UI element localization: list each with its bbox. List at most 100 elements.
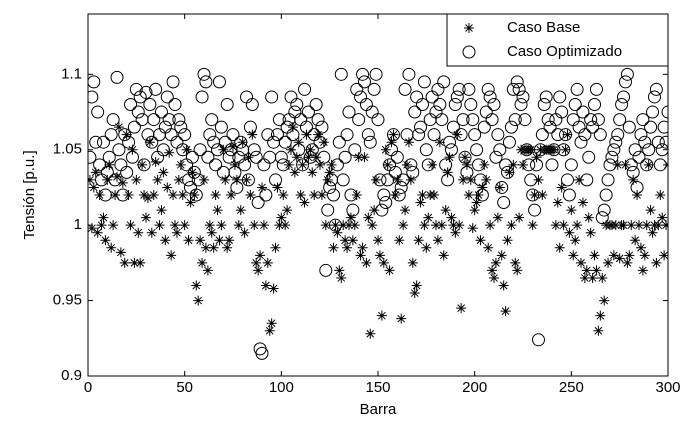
- circle-marker: [661, 105, 668, 119]
- circle-marker: [357, 75, 371, 89]
- asterisk-marker: [168, 190, 179, 200]
- asterisk-marker: [577, 197, 588, 208]
- circle-marker: [485, 113, 499, 127]
- asterisk-marker: [444, 152, 455, 163]
- circle-marker: [435, 113, 449, 127]
- asterisk-marker: [533, 174, 544, 185]
- circle-marker: [203, 128, 217, 142]
- circle-marker: [89, 135, 103, 149]
- asterisk-marker: [291, 152, 302, 163]
- asterisk-marker: [127, 144, 138, 155]
- asterisk-marker: [272, 182, 283, 193]
- asterisk-marker: [483, 242, 494, 253]
- asterisk-marker: [200, 242, 211, 253]
- circle-marker: [578, 128, 592, 142]
- circle-marker: [473, 173, 487, 187]
- asterisk-marker: [158, 167, 169, 178]
- asterisk-marker: [247, 129, 258, 140]
- asterisk-marker: [340, 235, 351, 246]
- circle-marker: [241, 173, 255, 187]
- asterisk-marker: [137, 159, 148, 170]
- asterisk-marker: [119, 257, 130, 268]
- circle-marker: [470, 143, 484, 157]
- legend-label: Caso Base: [507, 19, 580, 36]
- asterisk-marker: [492, 212, 503, 223]
- asterisk-marker: [608, 250, 619, 261]
- plot-frame: [87, 13, 669, 377]
- circle-marker: [230, 180, 244, 194]
- circle-marker: [431, 82, 445, 96]
- asterisk-marker: [113, 122, 124, 133]
- asterisk-marker: [197, 257, 208, 268]
- circle-marker: [597, 203, 611, 217]
- circle-marker: [356, 67, 370, 81]
- circle-marker: [137, 158, 151, 172]
- circle-marker: [327, 188, 341, 202]
- circle-marker: [199, 75, 213, 89]
- circle-marker: [309, 98, 323, 111]
- asterisk-marker: [276, 212, 287, 223]
- circle-marker: [404, 158, 418, 172]
- asterisk-marker: [431, 220, 441, 231]
- asterisk-marker: [278, 190, 289, 200]
- y-tick-label: 1: [74, 216, 82, 233]
- circle-marker: [560, 173, 574, 187]
- asterisk-marker: [239, 227, 250, 238]
- x-axis-label: Barra: [360, 401, 397, 418]
- asterisk-marker: [558, 220, 569, 231]
- circle-marker: [259, 188, 273, 202]
- asterisk-marker: [133, 227, 144, 238]
- circle-marker: [124, 98, 138, 111]
- circle-marker: [211, 143, 225, 157]
- asterisk-marker: [324, 167, 335, 178]
- circle-marker: [522, 158, 536, 172]
- circle-marker: [553, 90, 567, 104]
- asterisk-marker: [458, 174, 469, 185]
- circle-marker: [131, 105, 145, 119]
- circle-marker: [423, 113, 437, 127]
- circle-marker: [185, 150, 199, 164]
- asterisk-marker: [299, 197, 310, 208]
- asterisk-marker: [531, 152, 542, 163]
- circle-marker: [549, 113, 563, 127]
- asterisk-marker: [659, 250, 668, 261]
- asterisk-marker: [500, 306, 511, 317]
- circle-marker: [88, 150, 97, 164]
- circle-marker: [276, 158, 290, 172]
- circle-marker: [400, 128, 414, 142]
- circle-marker: [332, 135, 346, 149]
- asterisk-marker: [208, 242, 219, 253]
- asterisk-marker: [537, 190, 548, 200]
- circle-marker: [361, 128, 375, 142]
- circle-marker: [481, 82, 495, 96]
- asterisk-marker: [394, 235, 405, 246]
- circle-marker: [458, 150, 472, 164]
- circle-marker: [499, 158, 513, 172]
- circle-marker: [636, 113, 650, 127]
- circle-marker: [429, 105, 443, 119]
- asterisk-marker: [403, 137, 414, 148]
- asterisk-marker: [189, 190, 200, 200]
- circle-marker: [441, 173, 455, 187]
- asterisk-marker: [344, 220, 354, 231]
- asterisk-marker: [90, 167, 101, 178]
- circle-marker: [557, 143, 571, 157]
- circle-marker: [371, 113, 385, 127]
- asterisk-marker: [251, 257, 262, 268]
- asterisk-marker: [264, 325, 275, 336]
- circle-marker: [209, 158, 223, 172]
- circle-marker: [613, 113, 627, 127]
- asterisk-marker: [657, 212, 668, 223]
- asterisk-marker: [121, 129, 132, 140]
- asterisk-marker: [593, 325, 604, 336]
- asterisk-marker: [587, 272, 598, 283]
- circle-marker: [414, 120, 428, 134]
- x-tick-label: 300: [655, 379, 680, 396]
- asterisk-marker: [432, 235, 443, 246]
- circle-marker: [576, 105, 590, 119]
- circle-marker: [497, 196, 511, 210]
- asterisk-marker: [496, 250, 507, 261]
- asterisk-marker: [142, 193, 153, 204]
- circle-marker: [154, 105, 168, 119]
- asterisk-marker: [461, 159, 472, 170]
